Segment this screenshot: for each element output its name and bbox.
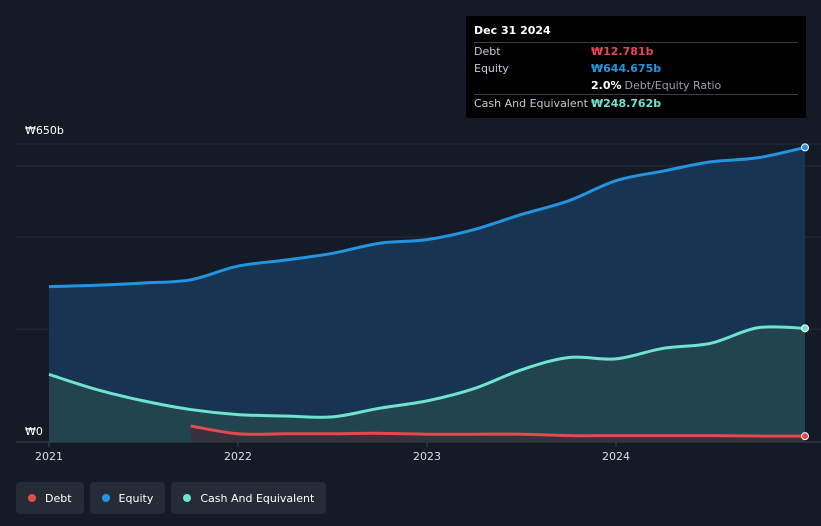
legend-dot-cash bbox=[183, 494, 192, 502]
y-axis-zero-label: ₩0 bbox=[25, 425, 43, 438]
x-tick-label: 2022 bbox=[224, 450, 252, 463]
legend-item-equity[interactable]: Equity bbox=[89, 482, 166, 514]
tooltip-value-ratio: 2.0% bbox=[591, 79, 622, 92]
cash-and-equivalent-line bbox=[48, 325, 806, 419]
x-tick-label: 2023 bbox=[413, 450, 441, 463]
chart-legend: Debt Equity Cash And Equivalent bbox=[16, 482, 327, 514]
tooltip-value-cash: ₩248.762b bbox=[591, 97, 662, 110]
cash-and-equivalent-end-marker bbox=[801, 324, 809, 333]
legend-item-debt[interactable]: Debt bbox=[16, 482, 84, 514]
tooltip-panel: Dec 31 2024 Debt ₩12.781b Equity ₩644.67… bbox=[466, 16, 806, 118]
tooltip-value-equity: ₩644.675b bbox=[591, 62, 662, 75]
tooltip-row-equity: Equity ₩644.675b bbox=[474, 60, 798, 77]
tooltip-label-equity: Equity bbox=[474, 62, 509, 75]
equity-end-marker bbox=[801, 143, 809, 152]
tooltip-label-cash: Cash And Equivalent bbox=[474, 97, 588, 110]
tooltip-date: Dec 31 2024 bbox=[474, 24, 551, 37]
debt-end-marker bbox=[801, 432, 809, 441]
cash-and-equivalent-area bbox=[49, 326, 805, 442]
series-areas bbox=[49, 147, 805, 443]
legend-label-debt: Debt bbox=[45, 491, 72, 505]
tooltip-row-cash: Cash And Equivalent ₩248.762b bbox=[474, 94, 798, 112]
tooltip-value-debt: ₩12.781b bbox=[591, 45, 654, 58]
legend-dot-equity bbox=[101, 494, 110, 502]
tooltip-label-debt: Debt bbox=[474, 45, 501, 58]
legend-dot-debt bbox=[28, 494, 36, 502]
y-axis-max-label: ₩650b bbox=[25, 124, 64, 137]
series-end-markers bbox=[801, 143, 809, 441]
legend-label-equity: Equity bbox=[118, 491, 154, 505]
tooltip-ratio-caption: Debt/Equity Ratio bbox=[624, 79, 722, 92]
y-axis-ticks: ₩650b ₩0 bbox=[25, 124, 64, 438]
x-axis-ticks: 2021 2022 2023 2024 bbox=[35, 442, 630, 463]
debt-area bbox=[190, 426, 805, 442]
debt-line bbox=[190, 424, 806, 438]
tooltip-row-debt: Debt ₩12.781b bbox=[474, 42, 798, 60]
legend-item-cash[interactable]: Cash And Equivalent bbox=[171, 482, 327, 514]
series-lines bbox=[48, 145, 806, 438]
x-tick-label: 2021 bbox=[35, 450, 63, 463]
tooltip-row-ratio: 2.0% Debt/Equity Ratio bbox=[474, 77, 798, 94]
x-tick-label: 2024 bbox=[602, 450, 630, 463]
legend-label-cash: Cash And Equivalent bbox=[200, 491, 315, 505]
equity-line bbox=[48, 145, 806, 289]
